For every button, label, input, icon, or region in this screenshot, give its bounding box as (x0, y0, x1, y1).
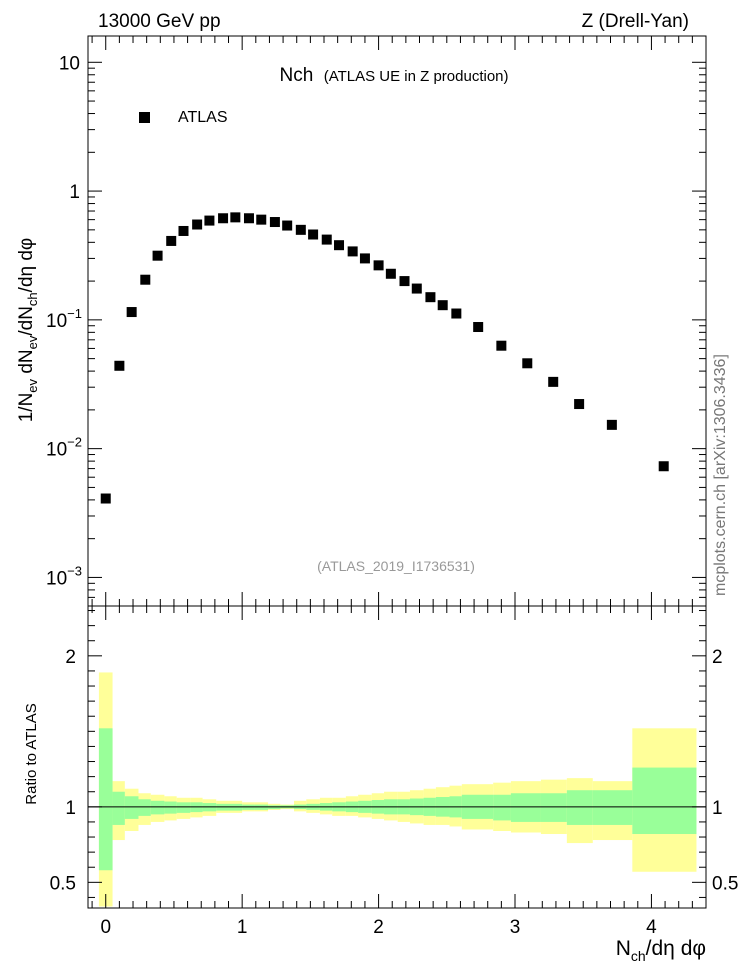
data-point (606, 419, 617, 430)
data-point (574, 399, 585, 410)
data-point (100, 493, 111, 504)
analysis-tag: (ATLAS_2019_I1736531) (317, 558, 475, 574)
legend-label: ATLAS (178, 109, 228, 126)
data-point (425, 292, 436, 303)
data-point (373, 260, 384, 271)
data-point (126, 307, 137, 318)
ratio-y-tick-label: 2 (65, 647, 76, 668)
x-tick-label: 2 (373, 917, 384, 938)
x-tick-label: 3 (510, 917, 521, 938)
x-tick-label: 0 (100, 917, 111, 938)
main-y-tick-label: 1 (69, 182, 80, 203)
ratio-band-inner-bin (164, 801, 177, 814)
data-point (496, 340, 507, 351)
ratio-band-inner-bin (493, 794, 511, 821)
main-y-tick-label: 10 (59, 53, 80, 74)
data-point (658, 461, 669, 472)
ratio-band-inner-bin (566, 790, 593, 825)
data-point (269, 217, 280, 228)
ratio-band-inner-bin (592, 790, 633, 825)
data-point (411, 283, 422, 294)
side-label: mcplots.cern.ch [arXiv:1306.3436] (712, 354, 729, 596)
ratio-y-tick-label-right: 1 (712, 798, 723, 819)
data-point (548, 376, 559, 387)
data-point (347, 246, 358, 257)
ratio-band-inner-bin (112, 791, 125, 825)
main-y-tick-label: 10−3 (46, 563, 82, 589)
ratio-frame (87, 605, 707, 909)
data-point (243, 213, 254, 224)
x-axis-label: Nch/dη dφ (616, 937, 706, 964)
data-point (321, 234, 332, 245)
data-point (218, 213, 229, 224)
data-point (114, 360, 125, 371)
ratio-y-tick-label: 0.5 (50, 873, 76, 894)
data-point (192, 219, 203, 230)
ratio-band-inner-bin (632, 767, 697, 835)
main-y-tick-label: 10−2 (46, 435, 82, 461)
data-point (437, 300, 448, 311)
x-tick-label: 1 (237, 917, 248, 938)
ratio-y-axis: 2 2 1 1 0.5 0.5 (50, 610, 738, 898)
data-point (473, 322, 484, 333)
data-point (399, 276, 410, 287)
legend-marker (139, 112, 150, 123)
ratio-band-inner-bin (176, 802, 191, 813)
data-point (522, 358, 533, 369)
main-y-label: 1/Nev dNev/dNch/dη dφ (16, 238, 40, 423)
data-point (152, 250, 163, 261)
data-point (166, 235, 177, 246)
header-right: Z (Drell-Yan) (582, 11, 689, 32)
main-y-axis: 10 1 10−1 10−2 10−3 (46, 53, 706, 607)
data-point (230, 212, 241, 223)
data-point (178, 225, 189, 236)
main-data-points (100, 212, 669, 504)
x-tick-label: 4 (646, 917, 657, 938)
ratio-band-inner-bin (510, 793, 541, 822)
ratio-band-inner-bin (138, 799, 151, 816)
ratio-band-inner-bin (540, 793, 567, 822)
data-point (204, 215, 215, 226)
ratio-y-tick-label-right: 2 (712, 647, 723, 668)
plot-title-sub: (ATLAS UE in Z production) (324, 68, 509, 85)
plot-title: Nch (ATLAS UE in Z production) (279, 65, 508, 86)
data-point (451, 308, 462, 319)
data-point (282, 220, 293, 231)
plot-title-main: Nch (279, 65, 313, 86)
ratio-y-label: Ratio to ATLAS (23, 703, 40, 804)
data-point (385, 268, 396, 279)
ratio-band-inner-bin (124, 796, 139, 819)
main-y-tick-label: 10−1 (46, 306, 82, 332)
data-point (256, 214, 267, 225)
data-point (359, 253, 370, 264)
data-point (334, 240, 345, 251)
data-point (140, 274, 151, 285)
ratio-bands (88, 672, 706, 907)
data-point (295, 224, 306, 235)
data-point (308, 229, 319, 240)
ratio-y-tick-label: 1 (65, 798, 76, 819)
ratio-y-tick-label-right: 0.5 (712, 873, 738, 894)
ratio-band-inner-bin (98, 728, 113, 871)
ratio-band-inner-bin (150, 800, 165, 815)
x-axis: 0 1 2 3 4 (91, 36, 693, 938)
header-left: 13000 GeV pp (98, 11, 221, 32)
